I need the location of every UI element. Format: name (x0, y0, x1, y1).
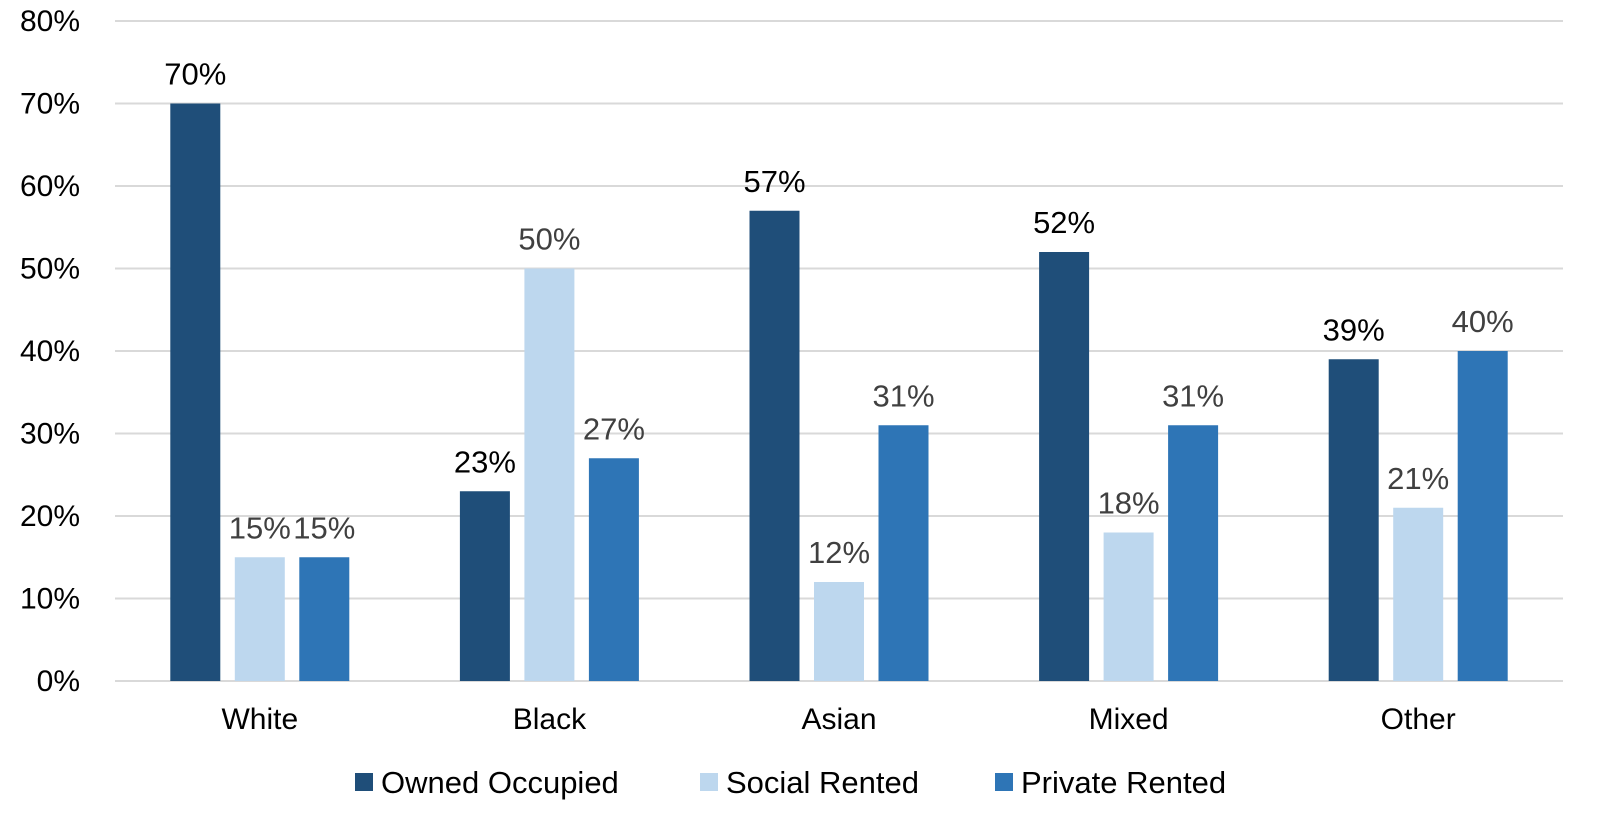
y-tick-label: 0% (37, 665, 80, 698)
x-axis-tick-labels: White Black Asian Mixed Other (221, 703, 1455, 736)
bar-asian-owned-occupied (749, 210, 800, 681)
bar-asian-social-rented (814, 582, 864, 681)
legend-label: Private Rented (1021, 765, 1226, 800)
data-label: 57% (743, 164, 805, 199)
y-tick-label: 10% (20, 583, 80, 616)
data-label: 70% (164, 57, 226, 92)
legend-label: Owned Occupied (381, 765, 619, 800)
bar-white-private-rented (299, 557, 350, 681)
data-label: 52% (1033, 205, 1095, 240)
bar-black-private-rented (588, 458, 639, 681)
legend-label: Social Rented (726, 765, 919, 800)
bar-asian-private-rented (878, 425, 929, 681)
x-tick-label: Black (513, 703, 587, 736)
bar-other-owned-occupied (1328, 359, 1379, 681)
data-label: 15% (229, 510, 291, 545)
data-label: 40% (1452, 304, 1514, 339)
y-tick-label: 60% (20, 170, 80, 203)
data-label: 31% (1162, 378, 1224, 413)
gridlines (115, 20, 1563, 682)
bar-black-social-rented (524, 268, 575, 681)
bar-mixed-social-rented (1103, 532, 1154, 681)
data-label: 21% (1387, 461, 1449, 496)
bar-mixed-private-rented (1168, 425, 1219, 681)
bar-white-social-rented (234, 557, 285, 681)
data-label: 27% (583, 411, 645, 446)
y-tick-label: 20% (20, 500, 80, 533)
data-label: 31% (872, 378, 934, 413)
data-label: 50% (518, 222, 580, 257)
legend-swatch (995, 773, 1013, 791)
y-tick-label: 40% (20, 335, 80, 368)
legend-swatch (355, 773, 373, 791)
x-tick-label: Asian (801, 703, 876, 736)
y-tick-label: 80% (20, 5, 80, 38)
legend-swatch (700, 773, 718, 791)
data-label: 39% (1323, 312, 1385, 347)
x-tick-label: White (221, 703, 298, 736)
data-label: 15% (293, 510, 355, 545)
data-label: 12% (808, 535, 870, 570)
y-tick-label: 30% (20, 418, 80, 451)
bars (170, 103, 1508, 681)
data-label: 23% (454, 444, 516, 479)
x-tick-label: Mixed (1089, 703, 1169, 736)
bar-other-private-rented (1457, 351, 1508, 681)
bar-white-owned-occupied (170, 103, 221, 681)
bar-mixed-owned-occupied (1039, 252, 1090, 681)
legend: Owned Occupied Social Rented Private Rente… (355, 765, 1226, 800)
y-axis-tick-labels: 0% 10% 20% 30% 40% 50% 60% 70% 80% (20, 5, 80, 698)
y-tick-label: 70% (20, 88, 80, 121)
data-labels: 70% 15% 15% 23% 50% 27% 57% 12% 31% 52% 18% 31% 39% 2… (164, 57, 1513, 571)
x-tick-label: Other (1381, 703, 1456, 736)
y-tick-label: 50% (20, 253, 80, 286)
data-label: 18% (1098, 486, 1160, 521)
bar-other-social-rented (1393, 507, 1444, 681)
bar-black-owned-occupied (459, 491, 510, 681)
